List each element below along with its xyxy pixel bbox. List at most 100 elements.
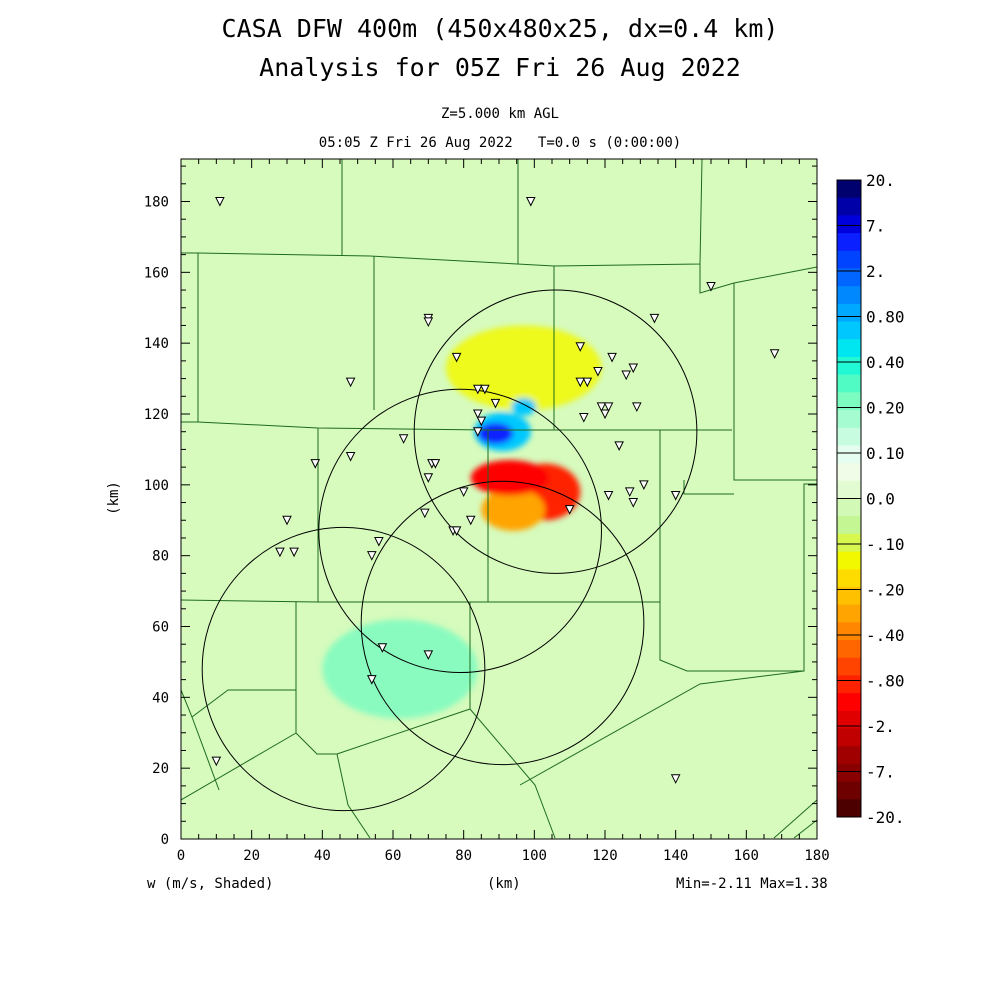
colorbar-frame [836,179,862,818]
x-tick-label: 140 [663,848,688,864]
station-marker [374,537,384,547]
station-marker [480,384,490,395]
level-label: Z=5.000 km AGL [440,106,559,122]
station-marker [310,459,321,469]
station-marker [670,490,681,501]
y-tick-label: 180 [144,195,169,211]
colorbar-label: -.20 [866,581,905,600]
colorbar-swatch [837,339,861,358]
x-tick-label: 60 [385,848,402,864]
station-marker [458,487,469,498]
chart-title-line2: Analysis for 05Z Fri 26 Aug 2022 [259,53,741,82]
station-marker [423,473,434,483]
station-marker [423,317,434,328]
colorbar-swatch [837,586,861,606]
colorbar-label: 7. [866,217,885,236]
station-marker [215,197,225,207]
station-marker [289,547,299,558]
colorbar-swatch [837,763,861,783]
w-region-downdraft-core [470,460,549,496]
w-region-yellow-band [446,325,602,411]
colorbar-swatch [837,410,861,429]
station-marker [377,643,388,653]
w-region-weak-ascent-sw [322,619,478,719]
station-marker [451,352,462,363]
station-marker [624,487,635,498]
colorbar-swatch [837,710,861,730]
station-marker [211,756,222,767]
colorbar-swatch [837,180,861,199]
colorbar-swatch [837,657,861,676]
colorbar-swatch [837,516,861,535]
colorbar-swatch [837,622,861,641]
w-region-small-updraft [511,398,537,416]
station-marker [706,282,716,292]
colorbar-label: 0.20 [866,399,905,418]
colorbar-swatch [837,693,861,712]
colorbar-swatch [837,498,861,517]
station-marker [575,342,586,352]
station-marker [614,441,624,451]
station-marker [603,490,614,501]
station-marker [423,650,434,660]
colorbar-swatch [837,533,861,553]
y-tick-label: 0 [161,832,169,848]
station-marker [670,774,681,784]
station-marker [345,452,356,462]
station-marker [631,402,642,413]
colorbar-label: -.40 [866,626,905,645]
colorbar-swatch [837,480,861,499]
y-tick-label: 20 [152,761,169,777]
colorbar-swatch [837,799,861,818]
colorbar-label: 0.80 [866,308,905,327]
y-tick-label: 100 [144,478,169,494]
station-marker [430,459,441,469]
colorbar-swatch [837,551,861,570]
station-marker [476,416,487,427]
station-marker [275,547,285,558]
station-marker [593,367,603,377]
station-marker [596,402,607,413]
x-tick-label: 100 [522,848,547,864]
station-marker [366,551,377,561]
station-marker [628,363,639,374]
colorbar-swatch [837,215,861,234]
station-marker [578,413,589,423]
station-markers [211,197,780,784]
station-marker [621,370,632,381]
colorbar-label: 0.10 [866,444,905,463]
x-tick-label: 40 [314,848,331,864]
station-marker [603,402,614,413]
colorbar-label: 2. [866,262,885,281]
colorbar-swatch [837,392,861,411]
y-tick-label: 140 [144,336,169,352]
min-max-label: Min=-2.11 Max=1.38 [676,876,828,892]
colorbar-swatch [837,286,861,305]
axis-ticks [180,159,818,840]
colorbar-label: -.10 [866,535,905,554]
station-marker [607,352,617,363]
x-axis-label: (km) [487,876,521,892]
station-marker [451,526,462,536]
colorbar-label: -2. [866,717,895,736]
colorbar-swatch [837,569,861,588]
colorbar-label: 0.40 [866,353,905,372]
station-marker [582,377,593,388]
station-marker [564,505,575,515]
colorbar-swatch [837,233,861,252]
colorbar-swatch [837,321,861,340]
colorbar-swatch [837,746,861,765]
station-marker [490,398,501,409]
chart-title-line1: CASA DFW 400m (450x480x25, dx=0.4 km) [221,14,779,43]
colorbar-label: 20. [866,171,895,190]
station-marker [769,349,780,359]
colorbar-label: -20. [866,808,905,827]
station-marker [366,675,377,685]
colorbar-label: -.80 [866,672,905,691]
colorbar-label: -7. [866,763,895,782]
station-marker [282,515,292,526]
time-label: 05:05 Z Fri 26 Aug 2022 T=0.0 s (0:00:00… [318,135,682,151]
colorbar-swatch [837,268,861,287]
colorbar-swatch [837,728,861,747]
colorbar-swatch [837,427,861,446]
